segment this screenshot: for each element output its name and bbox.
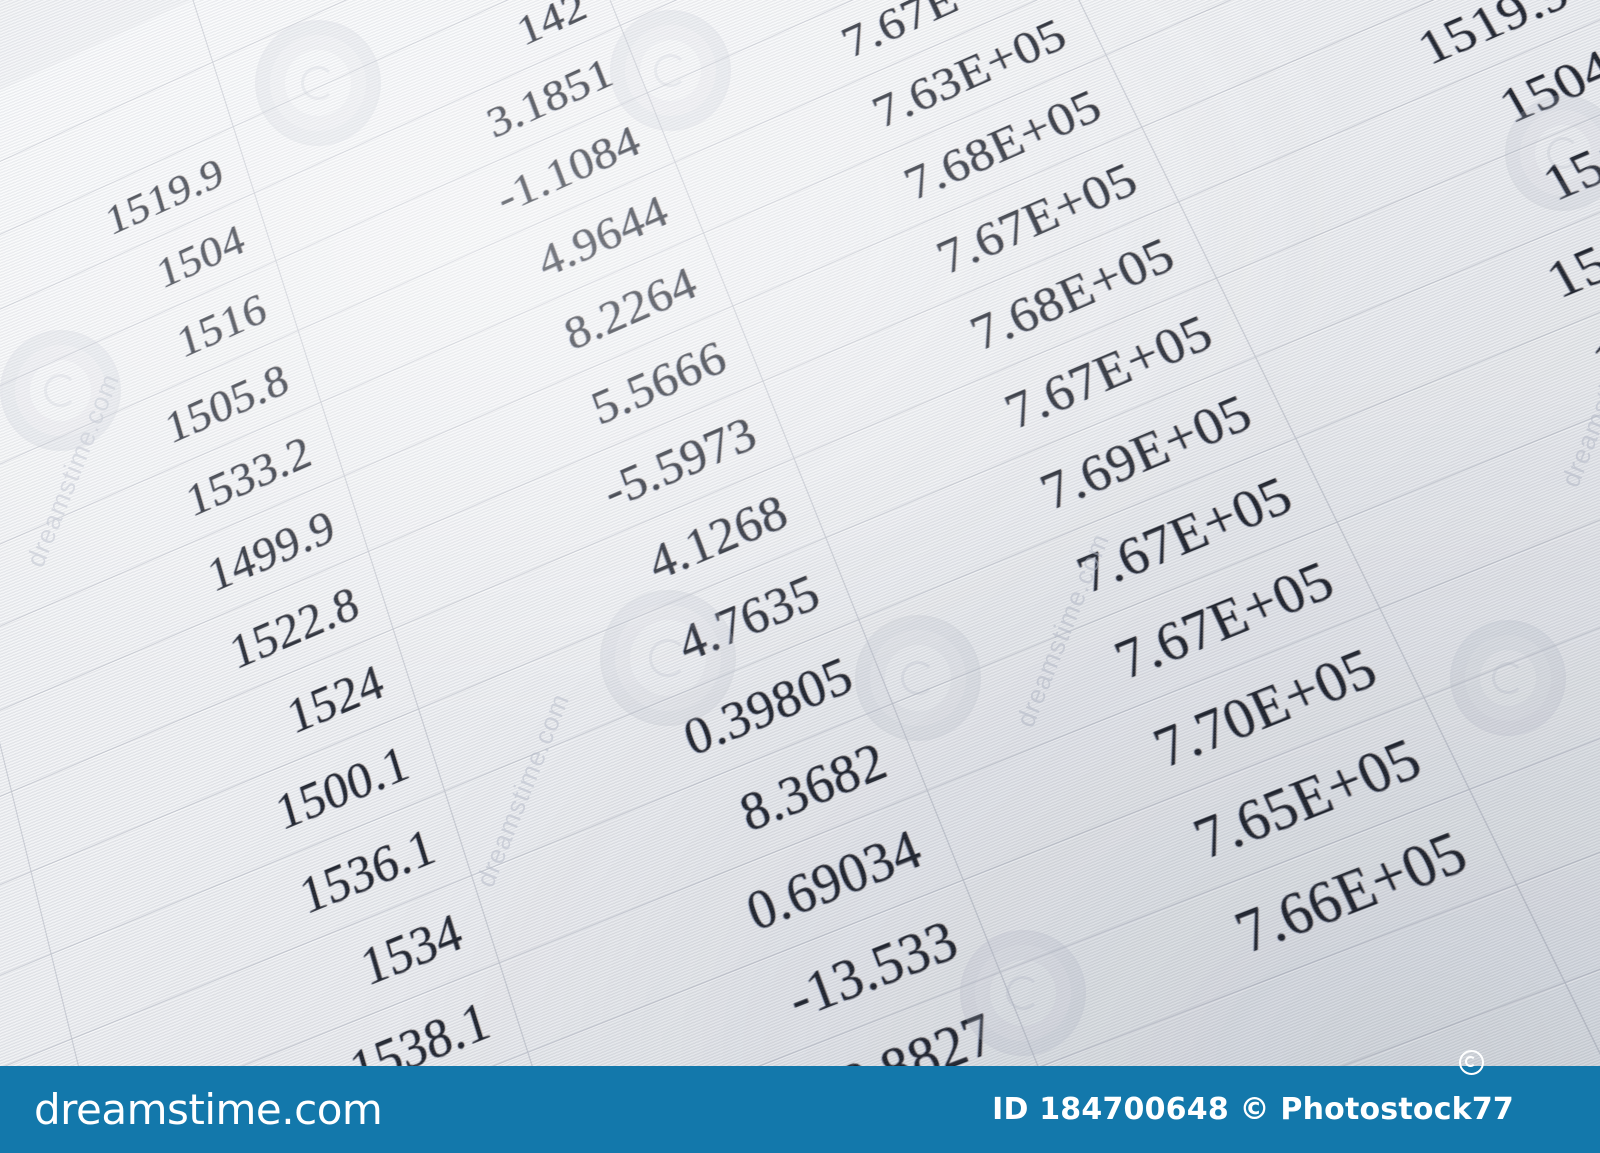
stock-photo-footer-bar: dreamstime.com ID 184700648 © Photostock…	[0, 1050, 1600, 1153]
image-credit-label: ID 184700648 © Photostock77	[992, 1092, 1514, 1127]
dreamstime-spiral-icon	[1459, 1050, 1484, 1075]
dreamstime-brand-logo[interactable]: dreamstime.com	[34, 1085, 383, 1134]
spreadsheet-cell[interactable]: 1519.9	[1571, 0, 1600, 13]
